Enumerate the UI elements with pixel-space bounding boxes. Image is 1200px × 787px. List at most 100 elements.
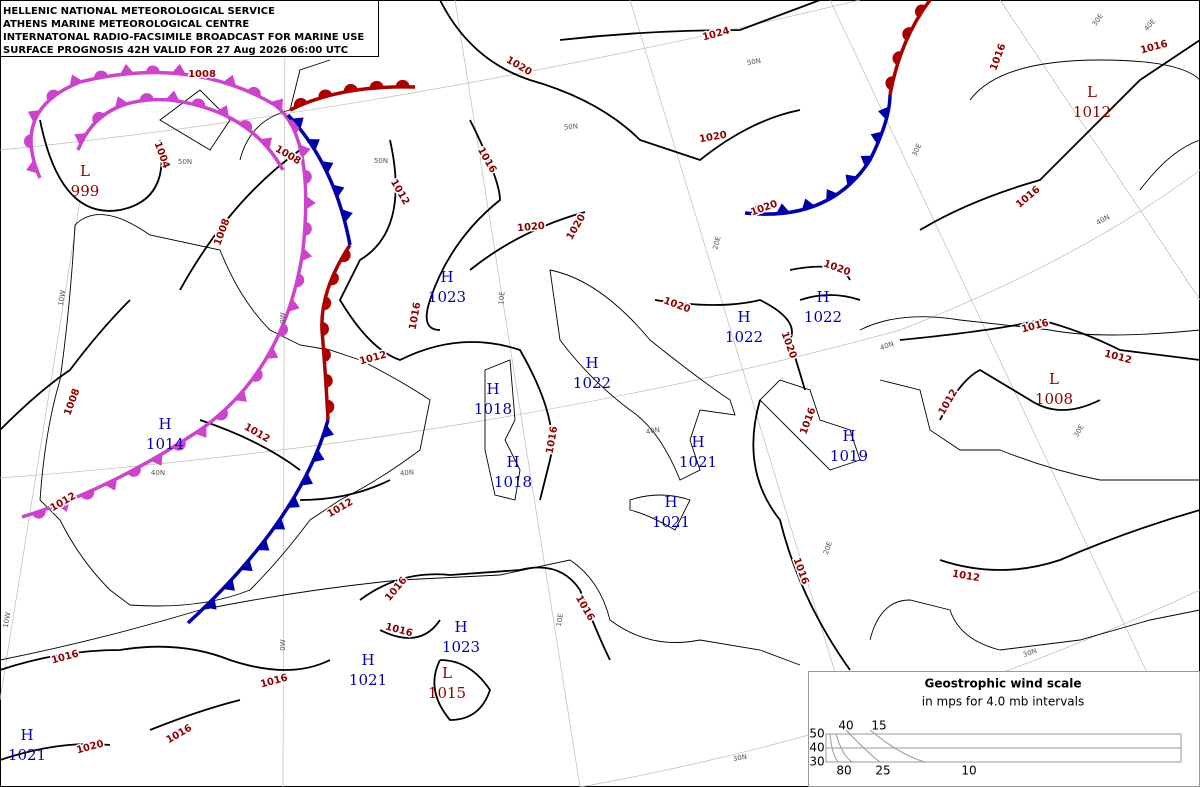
pressure-center-type: L <box>1087 83 1097 101</box>
pressure-center-value: 999 <box>71 182 100 200</box>
front-symbol <box>343 84 358 93</box>
front-symbol <box>69 74 83 87</box>
front-symbol <box>329 271 339 286</box>
front-symbol <box>239 120 253 132</box>
wind-scale-box <box>808 671 1200 787</box>
isobar <box>559 0 821 41</box>
isobar <box>469 211 586 271</box>
front-symbol <box>165 90 180 102</box>
isobar-label: 1020 <box>517 221 546 234</box>
pressure-center-type: H <box>158 415 171 433</box>
graticule-label: 50N <box>178 158 192 166</box>
front-symbol <box>845 174 858 187</box>
graticule-label: 50N <box>746 57 761 67</box>
isobar <box>789 265 861 301</box>
pressure-center-type: H <box>737 308 750 326</box>
graticule-line <box>629 0 871 787</box>
front-symbol <box>318 89 333 99</box>
graticule-line <box>0 169 1200 479</box>
front-symbol <box>127 466 141 477</box>
front-symbol <box>287 495 300 508</box>
pressure-center-type: H <box>20 726 33 744</box>
front-symbol <box>295 273 305 288</box>
front-symbol <box>322 424 335 439</box>
front-symbol <box>300 473 314 486</box>
pressure-center-type: H <box>585 354 598 372</box>
isobar <box>425 119 501 331</box>
pressure-center-value: 1022 <box>725 328 763 346</box>
front-symbol <box>325 373 333 388</box>
pressure-center-type: H <box>664 493 677 511</box>
graticule-label: 10E <box>555 613 565 628</box>
graticule-label: 50N <box>374 157 388 165</box>
pressure-center-value: 1021 <box>8 746 46 764</box>
pressure-center-type: L <box>80 162 90 180</box>
front-symbol <box>257 538 270 551</box>
graticule-line <box>999 0 1200 301</box>
front-symbol <box>273 517 286 530</box>
graticule-label: 40N <box>151 469 165 477</box>
pressure-center-type: H <box>691 433 704 451</box>
coastline <box>39 214 431 607</box>
front-symbol <box>204 597 217 610</box>
front-symbol <box>885 76 894 91</box>
pressure-center-value: 1008 <box>1035 390 1073 408</box>
graticule-label: 30N <box>732 753 747 763</box>
front-symbol <box>27 110 41 123</box>
graticule-label: 50N <box>564 122 579 131</box>
occluded-front <box>21 70 308 519</box>
wind-scale: Geostrophic wind scale in mps for 4.0 mb… <box>808 671 1200 787</box>
wind-scale-label: 40 <box>838 719 853 733</box>
wind-scale-subtitle: in mps for 4.0 mb intervals <box>922 695 1084 709</box>
front-symbol <box>74 133 87 146</box>
pressure-center-type: H <box>486 380 499 398</box>
front-symbol <box>321 321 329 336</box>
front-symbol <box>139 93 154 101</box>
coastline <box>484 359 521 501</box>
front-symbol <box>304 221 312 236</box>
front-symbol <box>326 399 335 414</box>
front-symbol <box>332 184 345 198</box>
front-symbol <box>56 500 70 512</box>
front-symbol <box>92 111 105 124</box>
graticule-label: 40N <box>400 468 415 477</box>
pressure-center-type: H <box>842 427 855 445</box>
isobar <box>939 368 1101 421</box>
front-symbol <box>94 70 109 79</box>
pressure-center-value: 1018 <box>494 473 532 491</box>
front-symbol <box>247 86 261 97</box>
front-symbol <box>266 346 279 359</box>
isobar <box>338 139 553 501</box>
wind-scale-curve <box>829 729 926 763</box>
pressure-center-value: 1022 <box>804 308 842 326</box>
coastline <box>869 599 1200 651</box>
front-symbol <box>145 65 160 73</box>
front-symbol <box>32 509 46 519</box>
header-line: INTERNATONAL RADIO-FACSIMILE BROADCAST F… <box>3 32 364 43</box>
front-symbol <box>892 51 902 65</box>
front-symbol <box>191 98 206 108</box>
coastline <box>759 379 861 471</box>
front-symbol <box>305 195 316 210</box>
front-symbol <box>80 489 95 500</box>
isobar <box>654 299 806 391</box>
front-symbol <box>46 89 60 101</box>
front-symbol <box>197 70 212 80</box>
pressure-center-value: 1022 <box>573 374 611 392</box>
isobar <box>939 509 1200 571</box>
front-symbol <box>341 209 353 223</box>
coastlines <box>0 59 1200 666</box>
front-symbol <box>287 298 300 312</box>
front-symbol <box>171 63 186 75</box>
wind-scale-label: 50 <box>809 727 824 741</box>
front-symbol <box>299 144 311 158</box>
front-symbol <box>304 169 312 184</box>
pressure-center-type: H <box>506 453 519 471</box>
header: HELLENIC NATIONAL METEOROLOGICAL SERVICE… <box>0 0 379 57</box>
front-symbol <box>251 369 263 382</box>
warm-front <box>888 0 932 96</box>
wind-scale-label: 30 <box>809 755 824 769</box>
isobar <box>899 319 1200 361</box>
isobar <box>359 566 611 661</box>
